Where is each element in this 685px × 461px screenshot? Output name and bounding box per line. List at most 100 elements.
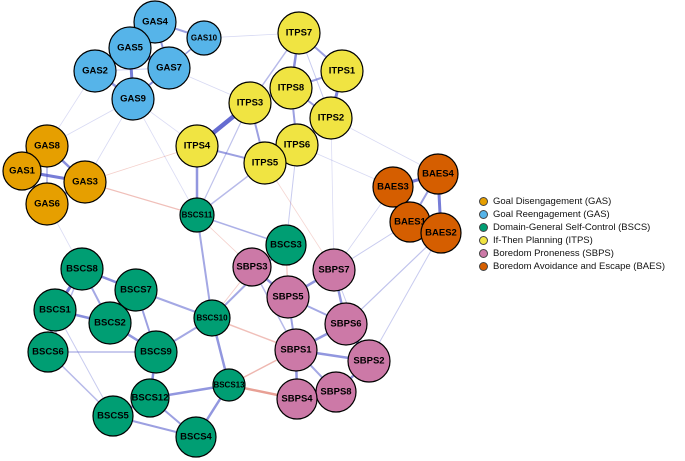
node-BAES3 [372, 166, 414, 208]
node-ITPS7 [277, 11, 321, 55]
node-label-GAS2: GAS2 [82, 66, 108, 77]
node-SBPS2 [347, 339, 391, 383]
node-ITPS5 [243, 141, 287, 185]
node-label-ITPS3: ITPS3 [237, 98, 263, 109]
node-ITPS8 [269, 66, 313, 110]
node-GAS1 [2, 151, 42, 191]
node-GAS8 [25, 124, 69, 168]
legend-color-dot-icon [479, 197, 488, 206]
node-label-SBPS4: SBPS4 [281, 394, 313, 405]
node-label-BSCS4: BSCS4 [180, 432, 212, 443]
node-label-GAS6: GAS6 [34, 199, 60, 210]
legend-color-dot-icon [479, 262, 488, 271]
node-SBPS5 [266, 275, 310, 319]
node-label-GAS8: GAS8 [34, 141, 60, 152]
node-GAS5 [108, 26, 152, 70]
node-BSCS12 [130, 378, 170, 418]
node-BSCS4 [175, 416, 217, 458]
node-BAES2 [420, 212, 462, 254]
legend-color-dot-icon [479, 236, 488, 245]
node-label-BSCS11: BSCS11 [182, 211, 213, 220]
node-BSCS8 [60, 247, 104, 291]
node-label-SBPS6: SBPS6 [330, 319, 361, 330]
node-label-ITPS2: ITPS2 [318, 113, 344, 124]
legend-color-dot-icon [479, 249, 488, 258]
node-label-BSCS8: BSCS8 [66, 264, 98, 275]
node-label-BSCS13: BSCS13 [213, 381, 245, 390]
node-label-SBPS1: SBPS1 [280, 345, 312, 356]
node-label-ITPS6: ITPS6 [284, 140, 310, 151]
node-label-BSCS2: BSCS2 [94, 318, 126, 329]
node-label-BSCS1: BSCS1 [39, 305, 71, 316]
legend-color-dot-icon [479, 210, 488, 219]
edge-BAES2-SBPS6-positive [345, 232, 442, 325]
node-label-BSCS5: BSCS5 [97, 411, 129, 422]
node-label-GAS5: GAS5 [117, 43, 144, 54]
node-label-GAS4: GAS4 [142, 17, 169, 28]
legend: Goal Disengagement (GAS) Goal Reengageme… [479, 196, 665, 272]
node-label-BSCS3: BSCS3 [270, 240, 302, 251]
node-BSCS5 [92, 395, 134, 437]
node-SBPS3 [232, 247, 272, 287]
node-label-SBPS7: SBPS7 [318, 265, 349, 276]
node-BSCS9 [134, 330, 178, 374]
node-label-BAES2: BAES2 [425, 228, 457, 239]
legend-item-self-control: Domain-General Self-Control (BSCS) [479, 222, 665, 233]
edge-SBPS7-ITPS2-positive [330, 117, 335, 271]
node-SBPS7 [312, 248, 356, 292]
legend-item-goal-disengagement: Goal Disengagement (GAS) [479, 196, 665, 207]
node-label-BSCS9: BSCS9 [140, 347, 172, 358]
node-SBPS6 [324, 302, 368, 346]
node-label-GAS3: GAS3 [72, 177, 98, 188]
node-GAS10 [186, 20, 222, 56]
node-label-GAS1: GAS1 [9, 166, 36, 177]
node-label-GAS10: GAS10 [191, 34, 218, 43]
legend-label: If-Then Planning (ITPS) [493, 235, 593, 246]
node-GAS3 [63, 160, 107, 204]
node-ITPS3 [228, 81, 272, 125]
legend-label: Boredom Avoidance and Escape (BAES) [493, 261, 665, 272]
node-SBPS1 [274, 328, 318, 372]
legend-item-boredom-proneness: Boredom Proneness (SBPS) [479, 248, 665, 259]
edge-BAES2-SBPS2-positive [368, 232, 442, 362]
node-BSCS2 [88, 301, 132, 345]
node-BSCS6 [27, 331, 69, 373]
node-label-BAES3: BAES3 [377, 182, 409, 193]
node-GAS2 [73, 49, 117, 93]
node-BSCS13 [212, 368, 246, 402]
legend-color-dot-icon [479, 223, 488, 232]
node-SBPS4 [276, 378, 318, 420]
node-label-BAES1: BAES1 [394, 217, 426, 228]
node-ITPS4 [175, 124, 219, 168]
node-label-BSCS12: BSCS12 [132, 393, 169, 404]
node-ITPS1 [320, 49, 364, 93]
node-label-SBPS2: SBPS2 [353, 356, 384, 367]
node-label-BSCS7: BSCS7 [120, 285, 152, 296]
node-GAS7 [147, 46, 191, 90]
legend-item-boredom-avoidance: Boredom Avoidance and Escape (BAES) [479, 261, 665, 272]
node-GAS6 [25, 182, 69, 226]
node-BSCS1 [33, 288, 77, 332]
node-label-ITPS1: ITPS1 [329, 66, 356, 77]
node-GAS9 [111, 77, 155, 121]
legend-item-goal-reengagement: Goal Reengagement (GAS) [479, 209, 665, 220]
node-label-GAS9: GAS9 [120, 94, 146, 105]
legend-label: Goal Reengagement (GAS) [493, 209, 610, 220]
node-BSCS3 [265, 224, 307, 266]
node-label-SBPS3: SBPS3 [236, 262, 267, 273]
node-BSCS7 [114, 268, 158, 312]
node-label-ITPS4: ITPS4 [184, 141, 211, 152]
node-label-SBPS5: SBPS5 [272, 292, 304, 303]
node-label-ITPS8: ITPS8 [278, 83, 304, 94]
legend-label: Domain-General Self-Control (BSCS) [493, 222, 651, 233]
legend-item-if-then-planning: If-Then Planning (ITPS) [479, 235, 665, 246]
node-label-ITPS7: ITPS7 [286, 28, 312, 39]
legend-label: Goal Disengagement (GAS) [493, 196, 612, 207]
edge-BSCS11-GAS9-positive [132, 98, 198, 216]
node-label-BAES4: BAES4 [422, 169, 454, 180]
node-BSCS11 [179, 197, 215, 233]
node-label-BSCS10: BSCS10 [196, 314, 228, 323]
node-BAES4 [417, 153, 459, 195]
